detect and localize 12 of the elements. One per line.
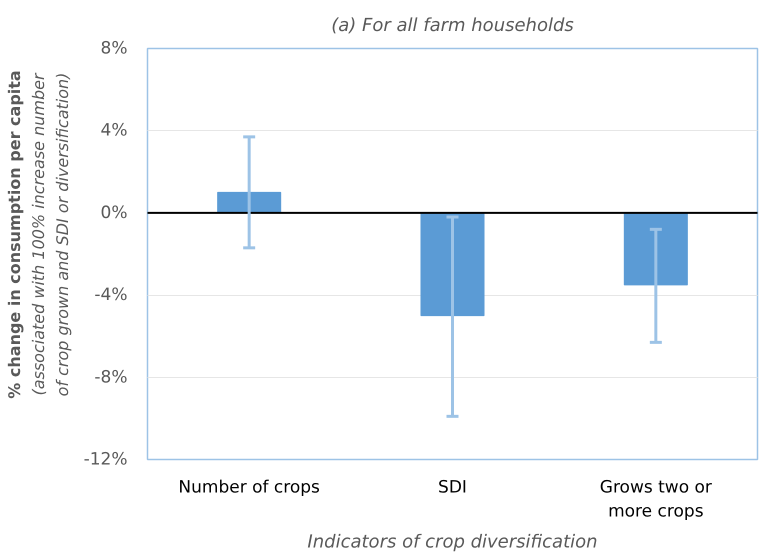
y-tick-label: 8%: [100, 38, 128, 58]
chart-title: (a) For all farm households: [331, 15, 574, 36]
y-tick-label: -4%: [94, 285, 128, 306]
y-tick-label: -12%: [84, 450, 128, 470]
y-tick-label: -8%: [94, 367, 128, 388]
x-tick-label: Grows two or more crops: [600, 478, 712, 522]
y-tick-label: 4%: [100, 120, 128, 141]
y-tick-label: 0%: [100, 202, 128, 223]
x-tick-label: SDI: [438, 478, 467, 498]
y-axis-title: % change in consumption per capita (associated with 100% increase number of crop grown and SDI or diversification): [5, 70, 72, 399]
x-tick-label: Number of crops: [178, 478, 320, 498]
x-axis-title: Indicators of crop diversification: [307, 532, 598, 552]
